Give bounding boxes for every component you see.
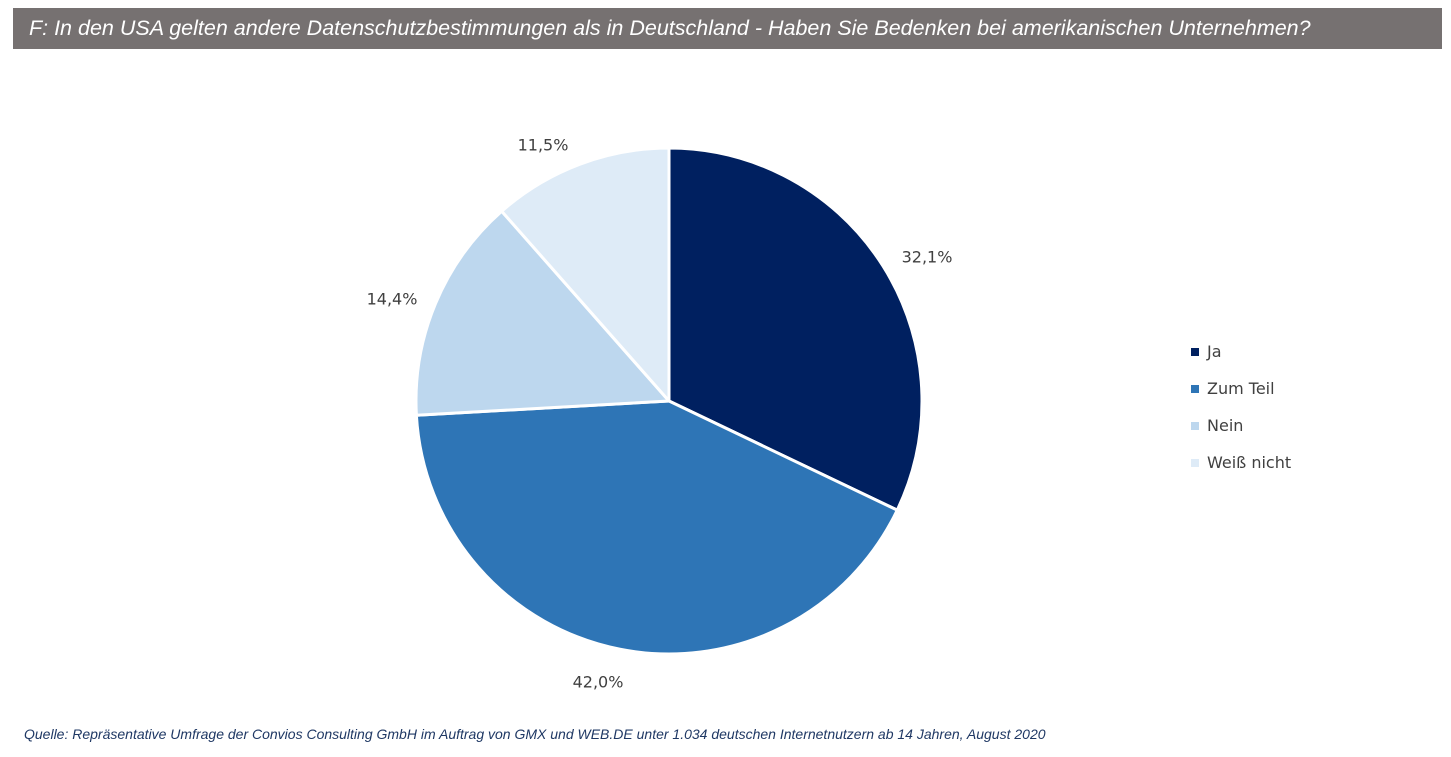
- pie-slice-1: [414, 399, 899, 656]
- data-label-3: 11,5%: [518, 136, 569, 155]
- legend-label-1: Zum Teil: [1207, 379, 1275, 398]
- legend: Ja Zum Teil Nein Weiß nicht: [1191, 333, 1291, 481]
- data-label-2: 14,4%: [367, 290, 418, 309]
- legend-item-2: Nein: [1191, 407, 1291, 444]
- legend-swatch-0: [1191, 347, 1199, 356]
- pie-slice-3: [500, 146, 671, 403]
- legend-item-3: Weiß nicht: [1191, 444, 1291, 481]
- pie-slice-2: [414, 209, 671, 417]
- legend-swatch-3: [1191, 458, 1199, 467]
- source-note: Quelle: Repräsentative Umfrage der Convi…: [24, 726, 1046, 742]
- legend-item-0: Ja: [1191, 333, 1291, 370]
- data-label-1: 42,0%: [573, 673, 624, 692]
- title-bar: F: In den USA gelten andere Datenschutzb…: [13, 8, 1442, 49]
- data-label-0: 32,1%: [902, 248, 953, 267]
- legend-label-3: Weiß nicht: [1207, 453, 1292, 472]
- legend-label-2: Nein: [1207, 416, 1244, 435]
- legend-swatch-1: [1191, 384, 1199, 393]
- pie-slice-0: [667, 146, 924, 512]
- legend-item-1: Zum Teil: [1191, 370, 1291, 407]
- pie-data-labels: 32,1% 42,0% 14,4% 11,5%: [367, 136, 953, 692]
- pie-slices: [414, 146, 924, 656]
- legend-label-0: Ja: [1207, 342, 1222, 361]
- chart-title: F: In den USA gelten andere Datenschutzb…: [29, 16, 1311, 40]
- legend-swatch-2: [1191, 421, 1199, 430]
